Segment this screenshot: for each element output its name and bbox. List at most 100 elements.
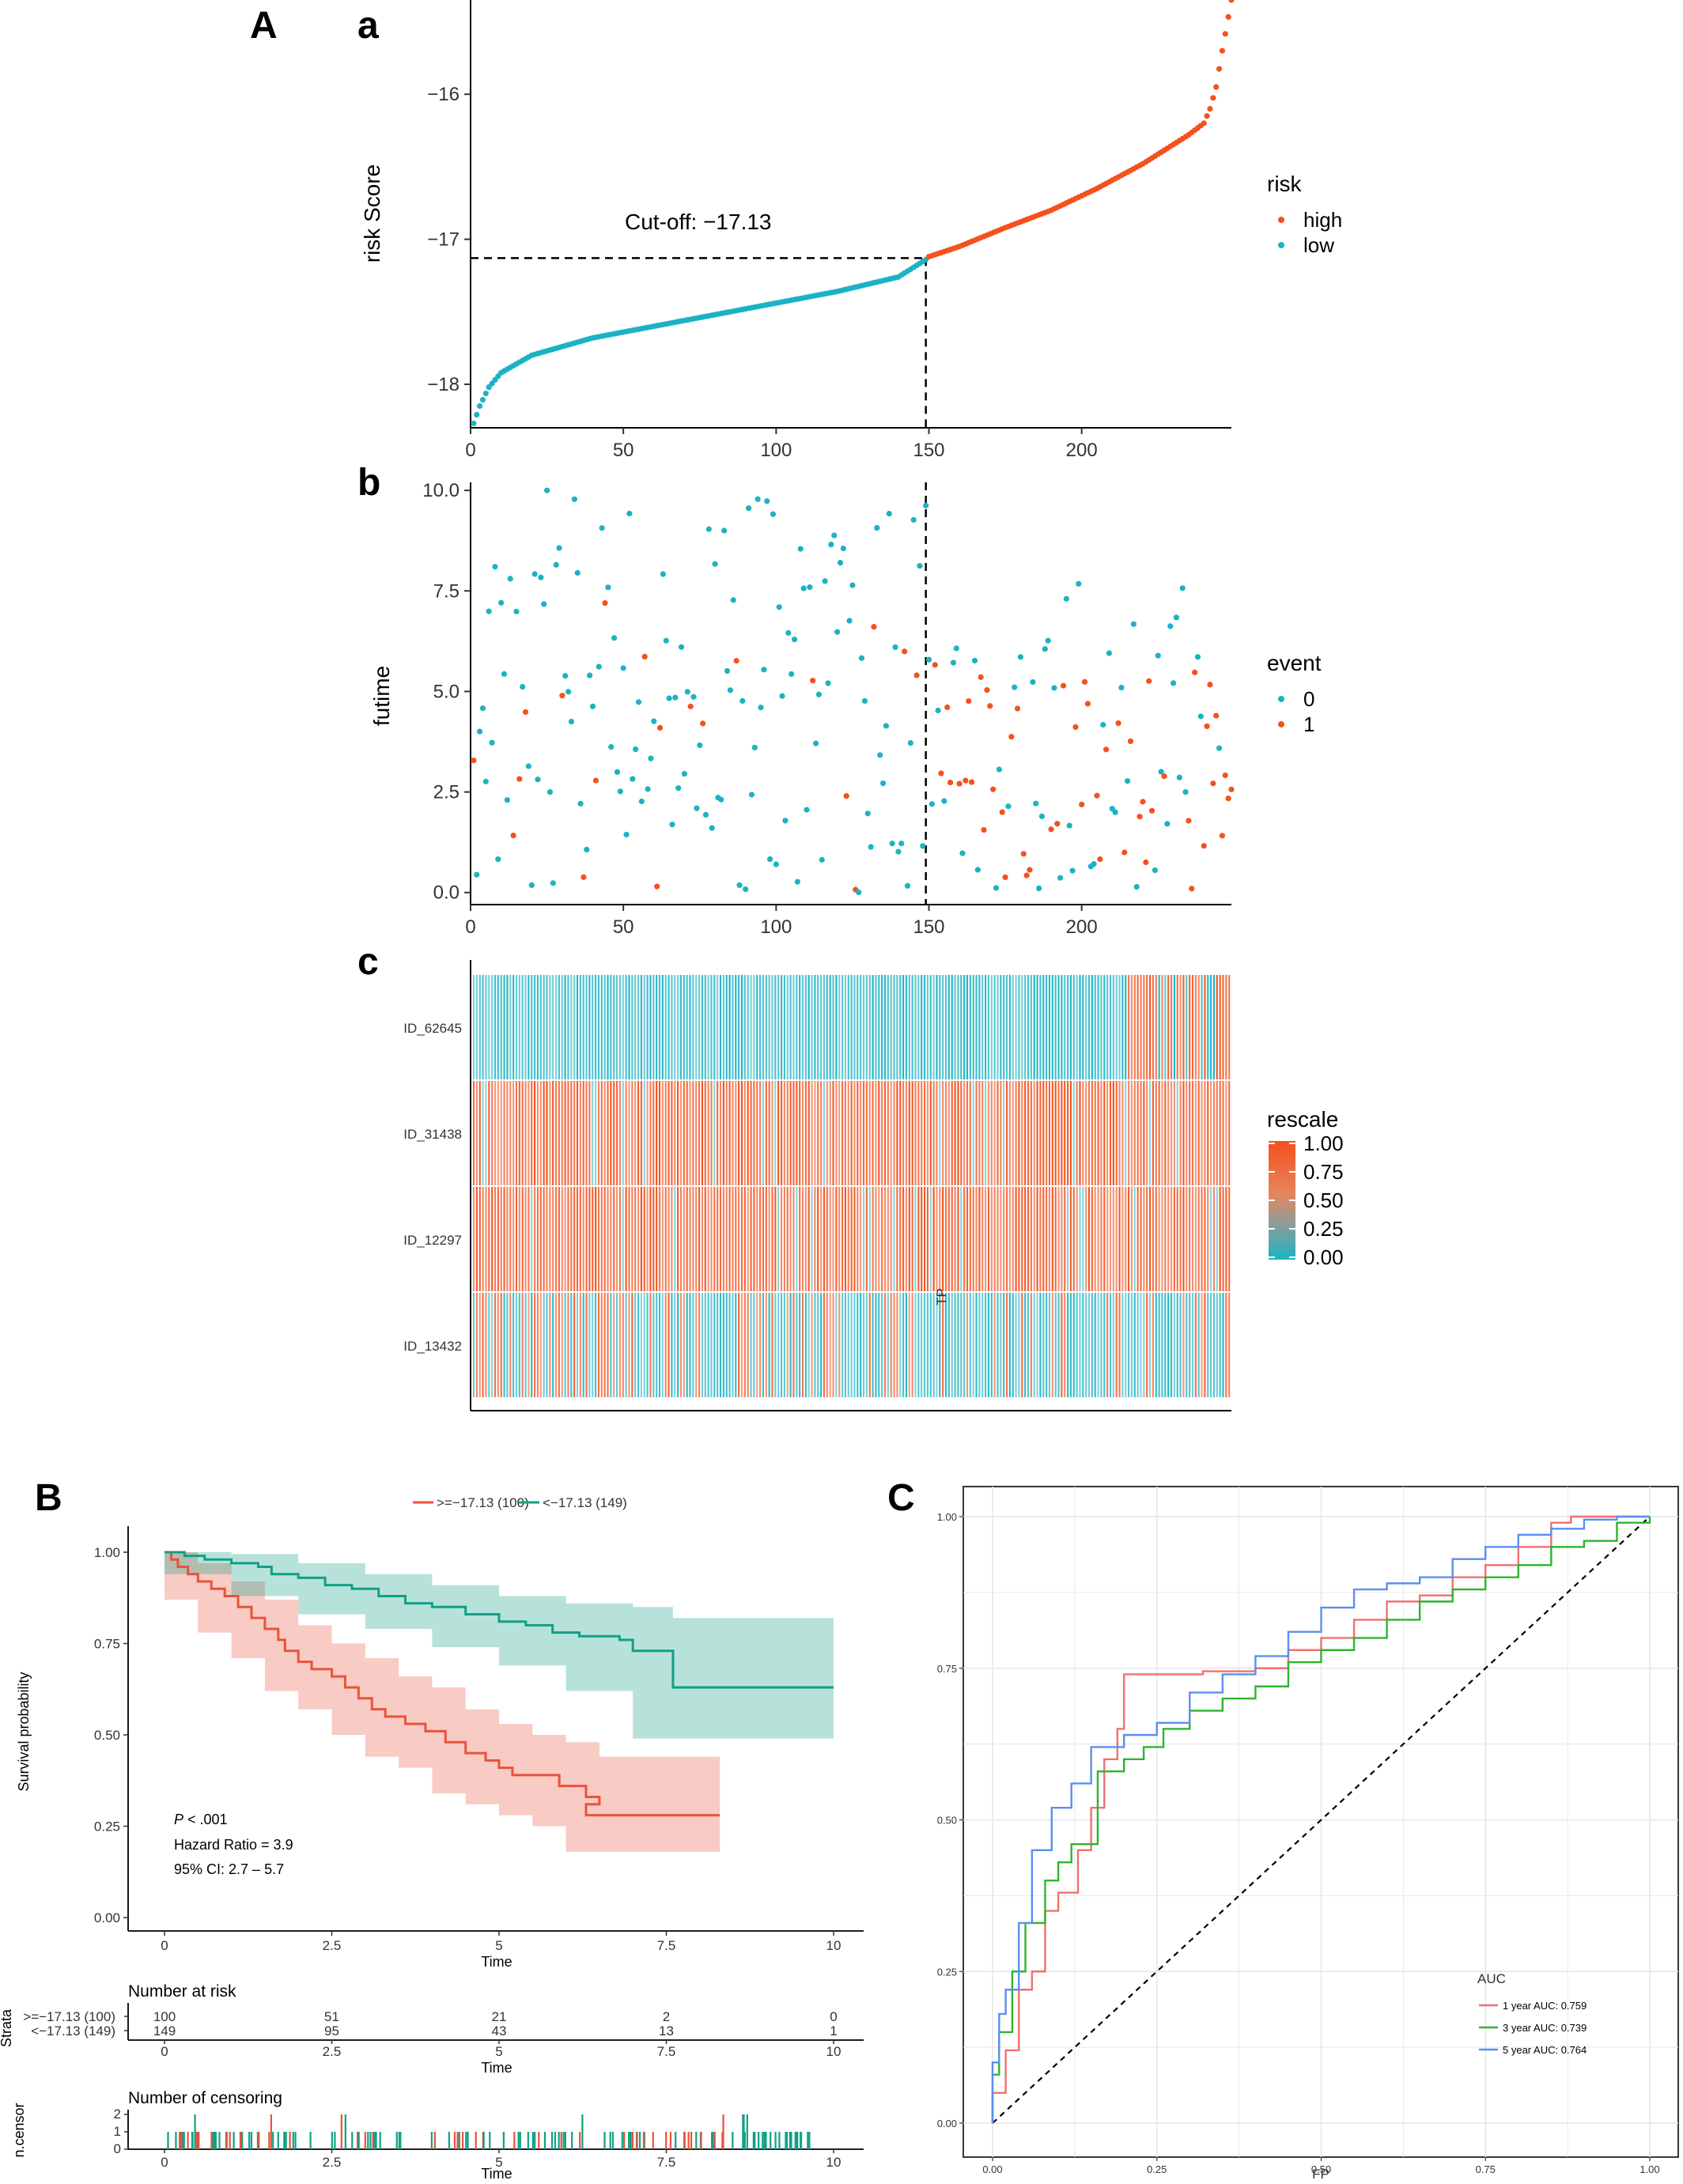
heatmap-cell (756, 1293, 758, 1397)
heatmap-cell (832, 1187, 834, 1291)
heatmap-cell (860, 975, 862, 1079)
heatmap-cell (1219, 1081, 1221, 1185)
futime-point (932, 662, 938, 668)
heatmap-cell (932, 1187, 935, 1291)
heatmap-cell (1042, 1187, 1045, 1291)
panel-letter-B: B (35, 1477, 62, 1519)
heatmap-cell (820, 1187, 823, 1291)
heatmap-cell (561, 975, 563, 1079)
risk-table-cell: 51 (324, 2009, 339, 2024)
heatmap-cell (1112, 1081, 1114, 1185)
futime-point (1057, 875, 1064, 881)
heatmap-cell (893, 1081, 895, 1185)
heatmap-cell (664, 975, 667, 1079)
heatmap-cell (558, 975, 560, 1079)
heatmap-cell (857, 975, 859, 1079)
heatmap-cell (1076, 1187, 1078, 1291)
roc-x-tick-label: 0.00 (982, 2163, 1002, 2175)
heatmap-cell (592, 975, 594, 1079)
heatmap-cell (826, 1187, 828, 1291)
futime-point (993, 885, 1000, 891)
heatmap-cell (579, 1187, 581, 1291)
censor-x-tick-label: 7.5 (657, 2155, 676, 2170)
heatmap-cell (987, 1081, 990, 1185)
heatmap-cell (944, 1081, 947, 1185)
futime-point (1094, 792, 1100, 799)
heatmap-cell (488, 1187, 490, 1291)
heatmap-cell (1000, 1293, 1002, 1397)
heatmap-cell (826, 1293, 828, 1397)
heatmap-cell (1130, 1187, 1133, 1291)
risk-table-cell: 95 (324, 2023, 339, 2039)
heatmap-cell (643, 1187, 645, 1291)
heatmap-cell (732, 1187, 734, 1291)
heatmap-cell (1097, 1081, 1099, 1185)
heatmap-cell (671, 1293, 673, 1397)
km-pvalue: P < .001 (174, 1812, 228, 1827)
heatmap-cell (597, 1187, 600, 1291)
heatmap-cell (610, 975, 612, 1079)
heatmap-cell (573, 975, 576, 1079)
futime-point (834, 629, 841, 635)
heatmap-cell (613, 1293, 615, 1397)
heatmap-cell (1103, 975, 1106, 1079)
risk-table-row-high-label: >=−17.13 (100) (23, 2009, 115, 2024)
heatmap-cell (631, 975, 633, 1079)
km-pvalue-symbol: P (174, 1812, 183, 1827)
futime-point (633, 746, 639, 753)
heatmap-cell (829, 1293, 831, 1397)
futime-point (656, 724, 664, 731)
heatmap-cell (969, 1293, 971, 1397)
heatmap-cell (1136, 975, 1139, 1079)
heatmap-cell (595, 975, 597, 1079)
heatmap-cell (804, 1081, 807, 1185)
heatmap-cell (756, 1081, 758, 1185)
heatmap-cell (1082, 1187, 1084, 1291)
heatmap-cell (972, 1293, 974, 1397)
futime-point (1143, 859, 1149, 866)
heatmap-cell (936, 1293, 938, 1397)
heatmap-cell (1057, 1081, 1060, 1185)
risk-table-x-tick-label: 0 (161, 2044, 168, 2059)
heatmap-cell (1225, 975, 1227, 1079)
futime-point (584, 846, 590, 853)
heatmap-cell (597, 975, 600, 1079)
heatmap-cell (692, 1081, 694, 1185)
risk-score-x-tick-label: 0 (465, 440, 475, 461)
heatmap-cell (1069, 1187, 1072, 1291)
heatmap-cell (475, 1081, 478, 1185)
heatmap-cell (1204, 975, 1206, 1079)
heatmap-cell (768, 1187, 770, 1291)
heatmap-cell (1136, 1081, 1139, 1185)
heatmap-cell (622, 1293, 624, 1397)
heatmap-cell (987, 1293, 990, 1397)
heatmap-cell (677, 1081, 679, 1185)
roc-xlabel: FP (1312, 2167, 1329, 2182)
heatmap-cell (543, 1187, 545, 1291)
heatmap-cell (771, 1293, 773, 1397)
heatmap-cell (899, 1081, 902, 1185)
heatmap-cell (518, 1187, 520, 1291)
futime-point (1192, 669, 1198, 675)
legend-event1-marker (1278, 721, 1284, 727)
heatmap-cell (865, 1293, 868, 1397)
futime-point (489, 739, 495, 746)
futime-point (804, 807, 810, 813)
heatmap-cell (656, 975, 658, 1079)
heatmap-cell (963, 975, 966, 1079)
heatmap-cell (1112, 1293, 1114, 1397)
heatmap-cell (865, 1081, 868, 1185)
heatmap-cell (1003, 975, 1005, 1079)
heatmap-cell (966, 1081, 969, 1185)
heatmap-cell (482, 1293, 484, 1397)
heatmap-cell (491, 1081, 494, 1185)
heatmap-cell (978, 1293, 981, 1397)
futime-point (694, 805, 700, 811)
heatmap-cell (622, 975, 624, 1079)
futime-point (623, 831, 630, 838)
heatmap-cell (883, 1081, 887, 1185)
heatmap-cell (743, 1081, 746, 1185)
heatmap-cell (600, 1187, 603, 1291)
heatmap-cell (1228, 1081, 1231, 1185)
futime-panel: futime 0 50 100 150 200 0.0 2.5 5.0 7.5 10.0 even… (369, 480, 1322, 938)
